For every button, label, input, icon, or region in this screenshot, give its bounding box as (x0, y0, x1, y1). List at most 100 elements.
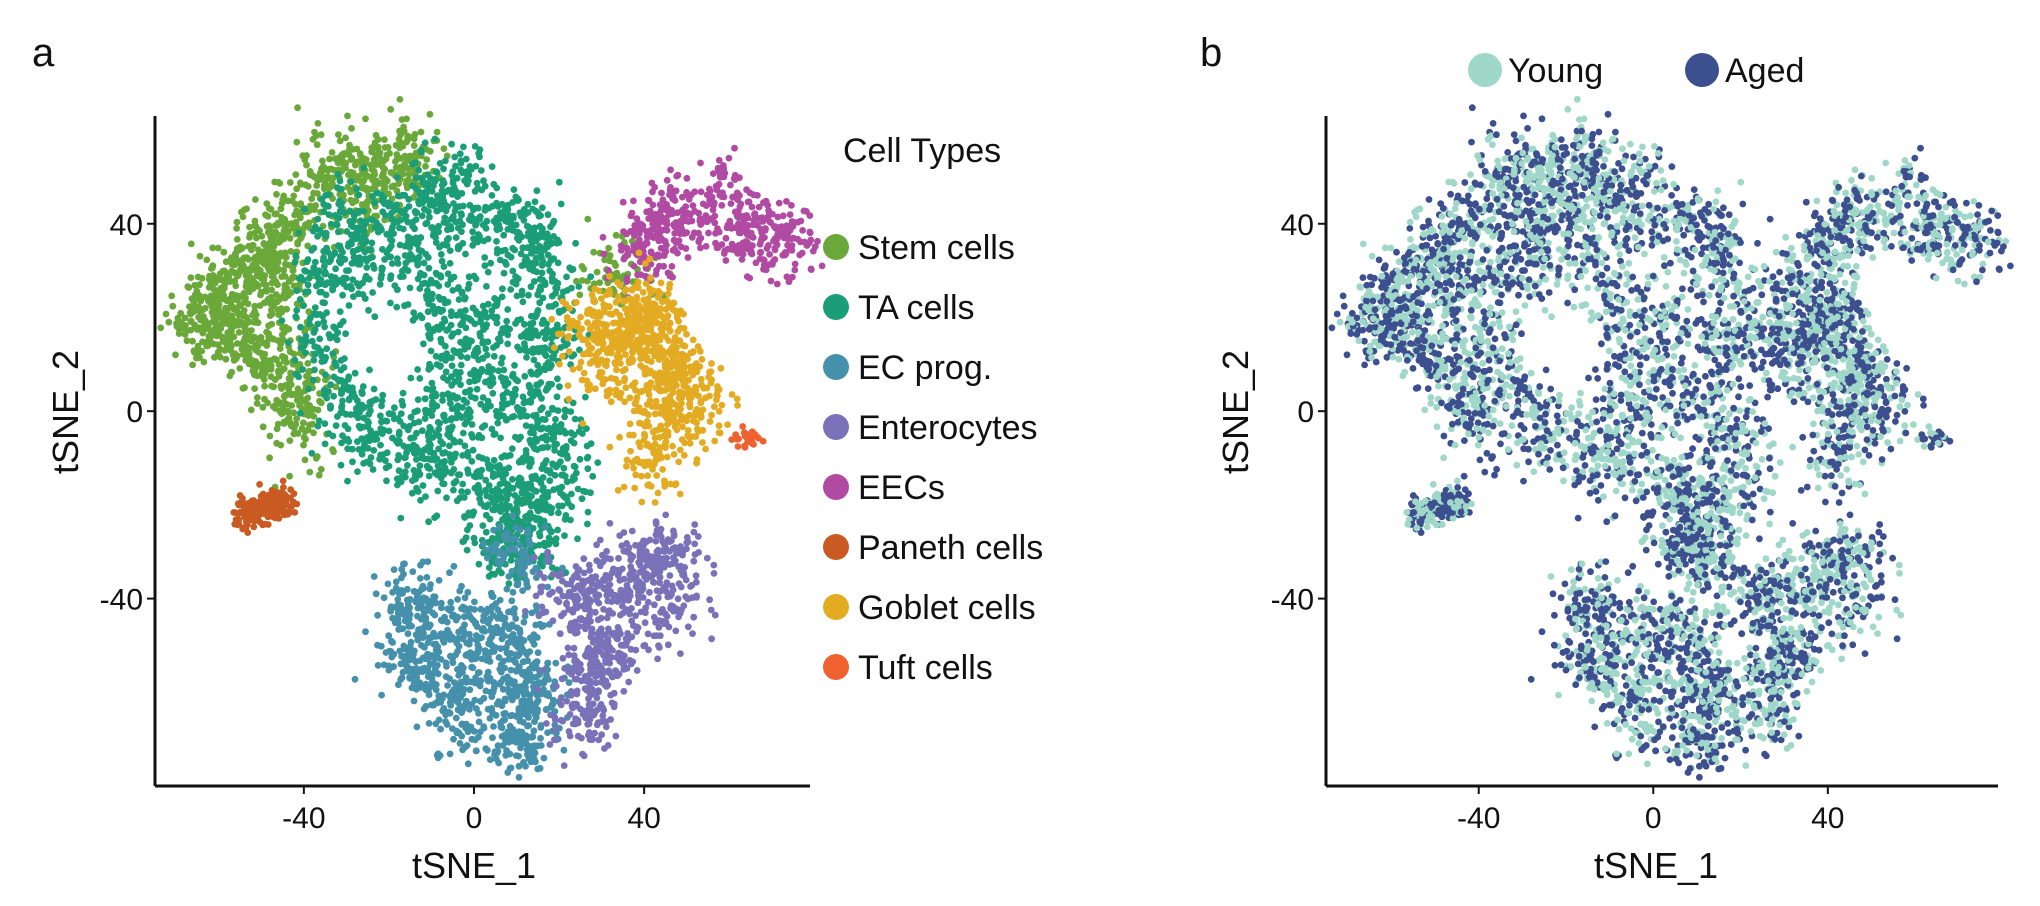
point-enterocytes (654, 546, 662, 554)
point-stem-cells (317, 131, 325, 139)
point-ta-cells (533, 187, 541, 195)
point-ec-prog (540, 754, 548, 762)
point-stem-cells (254, 226, 262, 233)
point-ec-prog (431, 611, 439, 619)
legend-item: EC prog. (823, 349, 992, 387)
point-enterocytes (625, 549, 632, 556)
point-ta-cells (334, 228, 342, 236)
point-ta-cells (453, 311, 461, 319)
point-enterocytes (580, 555, 588, 563)
point-enterocytes (586, 596, 594, 604)
point-enterocytes (620, 529, 628, 536)
point-stem-cells (315, 471, 323, 479)
point-ta-cells (542, 345, 550, 352)
point-ta-cells (534, 361, 542, 369)
point-ta-cells (518, 291, 526, 299)
point-enterocytes (575, 566, 583, 574)
point-enterocytes (605, 628, 613, 636)
point-enterocytes (601, 644, 609, 651)
point-ta-cells (330, 392, 337, 400)
point-ta-cells (314, 274, 322, 281)
point-ta-cells (366, 402, 373, 410)
point-ta-cells (451, 153, 459, 161)
point-ta-cells (396, 224, 403, 232)
point-ta-cells (468, 337, 475, 345)
point-ec-prog (460, 678, 467, 685)
point-enterocytes (675, 549, 682, 557)
point-ta-cells (452, 368, 460, 376)
point-ec-prog (529, 661, 536, 669)
point-ta-cells (543, 230, 551, 238)
point-stem-cells (612, 231, 620, 239)
point-ta-cells (478, 424, 486, 431)
point-ta-cells (541, 366, 549, 374)
legend-age: Young Aged (1468, 52, 1804, 90)
point-stem-cells (214, 341, 222, 349)
point-stem-cells (370, 167, 378, 175)
point-ta-cells (363, 264, 371, 271)
point-ec-prog (410, 679, 418, 687)
point-stem-cells (283, 359, 290, 366)
point-stem-cells (277, 340, 285, 348)
point-ec-prog (526, 696, 534, 704)
point-ec-prog (524, 555, 532, 563)
point-stem-cells (210, 312, 217, 320)
point-enterocytes (586, 670, 594, 678)
point-stem-cells (247, 406, 255, 414)
point-stem-cells (237, 265, 244, 273)
point-ta-cells (504, 481, 512, 489)
point-ta-cells (311, 310, 318, 318)
point-ta-cells (524, 200, 532, 208)
point-stem-cells (271, 178, 279, 186)
point-ta-cells (507, 253, 515, 261)
point-stem-cells (584, 215, 592, 223)
point-ta-cells (452, 234, 460, 242)
point-stem-cells (266, 454, 273, 462)
point-enterocytes (568, 702, 576, 709)
point-ta-cells (479, 354, 487, 362)
point-ec-prog (505, 625, 513, 633)
point-ta-cells (496, 487, 503, 495)
point-ta-cells (500, 402, 508, 409)
point-stem-cells (271, 376, 279, 383)
point-ta-cells (513, 404, 521, 411)
point-ec-prog (518, 698, 526, 705)
point-stem-cells (246, 267, 254, 275)
point-enterocytes (690, 613, 698, 621)
point-enterocytes (604, 635, 612, 643)
point-ec-prog (446, 750, 454, 758)
point-stem-cells (313, 182, 321, 190)
point-stem-cells (239, 256, 247, 264)
point-ec-prog (413, 723, 421, 731)
point-stem-cells (206, 272, 213, 280)
point-stem-cells (349, 169, 357, 177)
point-stem-cells (235, 302, 243, 310)
point-stem-cells (362, 115, 369, 123)
point-ta-cells (503, 317, 511, 325)
point-ta-cells (523, 354, 530, 361)
point-ec-prog (512, 615, 520, 622)
point-stem-cells (259, 423, 267, 431)
point-ec-prog (454, 596, 461, 603)
point-stem-cells (205, 325, 213, 333)
point-ta-cells (322, 291, 330, 299)
point-ta-cells (322, 229, 330, 237)
point-ta-cells (549, 220, 557, 227)
point-stem-cells (215, 310, 223, 318)
point-ta-cells (359, 291, 367, 298)
point-stem-cells (183, 337, 191, 345)
point-ta-cells (555, 509, 562, 517)
point-ec-prog (509, 588, 517, 596)
point-stem-cells (423, 146, 430, 153)
point-stem-cells (251, 366, 259, 374)
point-ta-cells (466, 386, 474, 394)
point-ta-cells (436, 243, 443, 251)
point-ec-prog (404, 663, 412, 671)
point-ta-cells (316, 335, 324, 343)
point-ec-prog (522, 668, 529, 676)
point-stem-cells (301, 456, 309, 464)
point-ta-cells (416, 462, 424, 469)
point-ta-cells (434, 487, 442, 495)
point-stem-cells (200, 358, 208, 366)
point-ta-cells (446, 260, 454, 267)
